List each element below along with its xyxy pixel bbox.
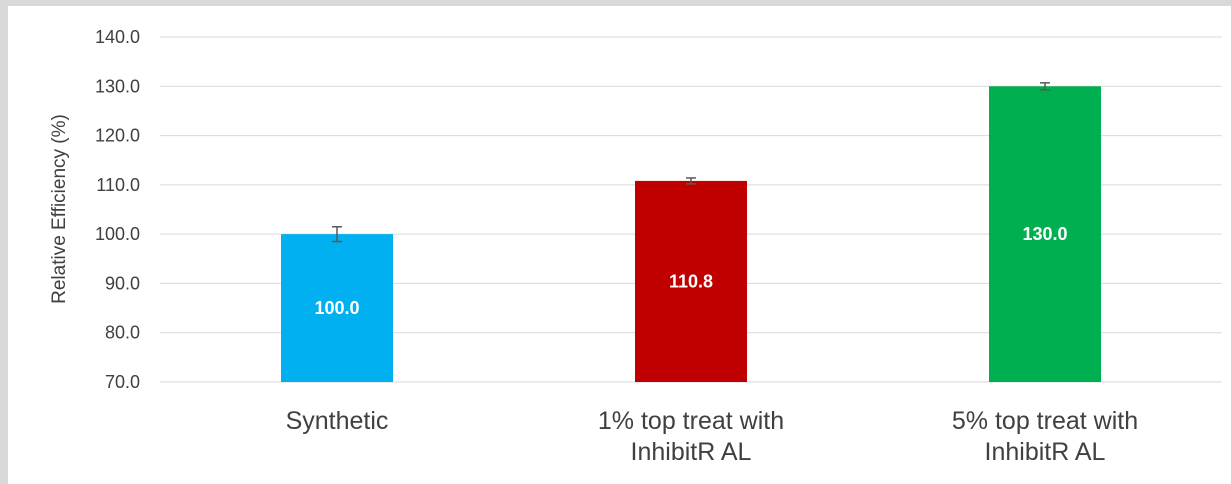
y-tick-label: 90.0: [105, 273, 140, 293]
bar: [281, 234, 393, 382]
y-tick-label: 100.0: [95, 224, 140, 244]
bar: [635, 180, 747, 382]
y-tick-label: 80.0: [105, 323, 140, 343]
y-tick-label: 120.0: [95, 126, 140, 146]
x-axis-labels: Synthetic 1% top treat with InhibitR AL5% …: [286, 407, 1139, 466]
y-tick-label: 130.0: [95, 76, 140, 96]
x-category-label-line: Synthetic: [286, 407, 389, 435]
data-label: 130.0: [1022, 224, 1067, 244]
y-tick-label: 110.0: [96, 175, 140, 195]
y-axis-title: Relative Efficiency (%): [49, 114, 70, 304]
x-category-label: Synthetic: [286, 407, 389, 435]
x-category-label: 5% top treat with InhibitR AL: [952, 407, 1138, 466]
x-category-label-line: InhibitR AL: [631, 438, 752, 466]
bar: [989, 86, 1101, 383]
x-category-label: 1% top treat with InhibitR AL: [598, 407, 784, 466]
bars: 100.0 110.8 130.0: [281, 82, 1101, 383]
x-category-label-line: 1% top treat with: [598, 407, 784, 435]
y-tick-label: 140.0: [95, 27, 140, 47]
data-label: 110.8: [669, 271, 713, 291]
y-axis-ticks: 70.0 80.0 90.0 100.0 110.0 120.0 130.0 140.0: [95, 27, 140, 392]
data-label: 100.0: [314, 298, 359, 318]
x-category-label-line: InhibitR AL: [985, 438, 1106, 466]
y-tick-label: 70.0: [105, 372, 140, 392]
x-category-label-line: 5% top treat with: [952, 407, 1138, 435]
